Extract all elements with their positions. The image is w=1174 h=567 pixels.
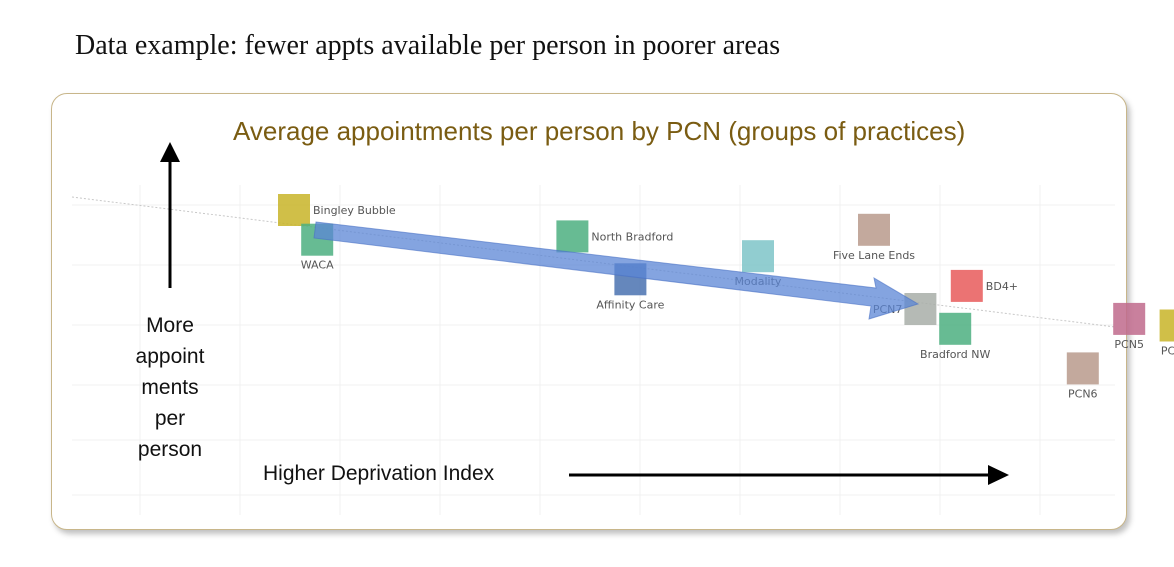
data-point xyxy=(1159,309,1174,342)
data-point xyxy=(858,213,890,246)
data-point-label: WACA xyxy=(301,259,334,272)
y-annotation-line: person xyxy=(137,438,203,461)
slide-title: Data example: fewer appts available per … xyxy=(75,30,781,61)
right-arrow-head xyxy=(988,465,1009,485)
data-point-label: PCN5 xyxy=(1114,338,1144,351)
data-point xyxy=(950,269,983,302)
data-point xyxy=(742,240,774,273)
data-point-label: PCN6 xyxy=(1068,387,1098,400)
data-point-label: Affinity Care xyxy=(596,298,664,311)
data-points: Bingley Bubble WACA North Bradford Affinity… xyxy=(278,194,1174,400)
data-point xyxy=(556,220,589,253)
data-point xyxy=(1113,302,1146,335)
x-axis-annotation: Higher Deprivation Index xyxy=(263,462,495,485)
y-annotation-line: appoint xyxy=(135,345,205,368)
data-point xyxy=(1066,352,1099,385)
data-point xyxy=(939,312,972,345)
data-point-label: BD4+ xyxy=(986,280,1018,293)
data-point-label: Bingley Bubble xyxy=(313,204,396,217)
data-point-label: Bradford NW xyxy=(920,348,990,361)
chart-title: Average appointments per person by PCN (… xyxy=(233,116,966,146)
up-arrow-head xyxy=(160,142,180,162)
data-point-label: PCN4 xyxy=(1161,345,1174,358)
chart-panel xyxy=(51,93,1127,530)
y-annotation-line: More xyxy=(146,314,194,337)
data-point xyxy=(278,194,310,226)
y-annotation-line: ments xyxy=(141,376,199,399)
y-axis-annotation: More appoint ments per person xyxy=(120,310,220,465)
trend-arrow xyxy=(313,221,920,320)
data-point xyxy=(904,293,937,325)
data-point-label: Five Lane Ends xyxy=(833,249,915,262)
y-annotation-line: per xyxy=(154,407,186,430)
data-point-label: North Bradford xyxy=(591,230,673,243)
